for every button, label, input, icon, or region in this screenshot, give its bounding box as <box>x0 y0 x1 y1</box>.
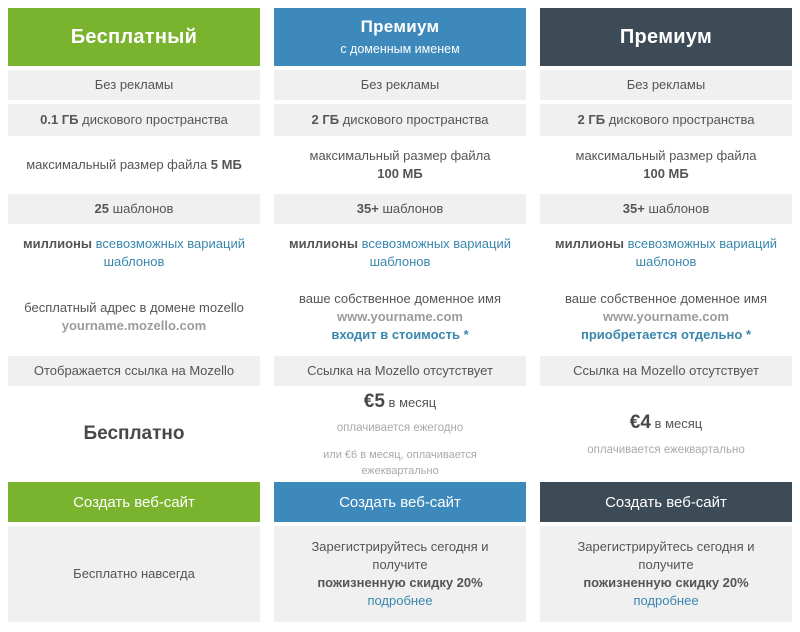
domain-name: yourname.mozello.com <box>61 318 207 333</box>
row-domain: ваше собственное доменное имя www.yourna… <box>274 282 526 352</box>
plan-subtitle: с доменным именем <box>340 42 460 57</box>
domain-desc: ваше собственное доменное имя <box>299 290 501 306</box>
row-max-file-size: максимальный размер файла 100 МБ <box>274 140 526 190</box>
row-no-ads: Без рекламы <box>8 70 260 100</box>
plan-header-free: Бесплатный <box>8 8 260 66</box>
plan-footer: Зарегистрируйтесь сегодня и получите пож… <box>540 526 792 622</box>
row-mozello-link: Ссылка на Mozello отсутствует <box>274 356 526 386</box>
filesize-amount: 100 МБ <box>643 166 689 181</box>
variations-text: всевозможных вариаций шаблонов <box>361 235 511 269</box>
row-domain: ваше собственное доменное имя www.yourna… <box>540 282 792 352</box>
footer-text: Зарегистрируйтесь сегодня и получите <box>577 538 755 572</box>
row-templates: 25 шаблонов <box>8 194 260 224</box>
domain-desc: ваше собственное доменное имя <box>565 290 767 306</box>
row-domain: бесплатный адрес в домене mozello yourna… <box>8 282 260 352</box>
create-website-label: Создать веб-сайт <box>605 493 727 511</box>
plan-footer: Бесплатно навсегда <box>8 526 260 622</box>
price-amount: €4 <box>629 412 651 434</box>
no-ads-text: Без рекламы <box>626 76 706 92</box>
variations-bold: миллионы <box>555 235 625 251</box>
row-disk-space: 2 ГБ дискового пространства <box>274 104 526 136</box>
templates-count: 35+ <box>622 200 645 216</box>
variations-text: всевозможных вариаций шаблонов <box>95 235 245 269</box>
plan-header-premium-domain: Премиум с доменным именем <box>274 8 526 66</box>
mozello-link-text: Отображается ссылка на Mozello <box>33 362 235 378</box>
create-website-label: Создать веб-сайт <box>73 493 195 511</box>
disk-amount: 0.1 ГБ <box>40 111 79 127</box>
disk-label: дискового пространства <box>82 111 228 127</box>
price-period: в месяц <box>654 416 703 432</box>
templates-count: 25 <box>94 200 110 216</box>
row-templates: 35+ шаблонов <box>274 194 526 224</box>
no-ads-text: Без рекламы <box>94 76 174 92</box>
domain-note: приобретается отдельно * <box>580 327 752 343</box>
filesize-label: максимальный размер файла <box>309 147 491 163</box>
templates-label: шаблонов <box>648 200 710 216</box>
footer-details-link[interactable]: подробнее <box>633 593 699 609</box>
row-price: €4 в месяц оплачивается ежеквартально <box>540 390 792 478</box>
footer-text: Зарегистрируйтесь сегодня и получите <box>311 538 489 572</box>
variations-text: всевозможных вариаций шаблонов <box>627 235 777 269</box>
price-amount: €5 <box>363 390 385 412</box>
footer-discount: пожизненную скидку 20% <box>317 575 483 590</box>
disk-amount: 2 ГБ <box>577 111 606 127</box>
disk-label: дискового пространства <box>608 111 755 127</box>
filesize-label: максимальный размер файла <box>575 147 757 163</box>
templates-count: 35+ <box>356 200 379 216</box>
domain-name: www.yourname.com <box>337 308 463 324</box>
price-alt-note: или €6 в месяц, оплачивается ежекварталь… <box>323 449 477 477</box>
variations-bold: миллионы <box>23 235 93 251</box>
domain-name: www.yourname.com <box>603 308 729 324</box>
create-website-button[interactable]: Создать веб-сайт <box>8 482 260 522</box>
price-period: в месяц <box>388 394 437 410</box>
row-max-file-size: максимальный размер файла 5 МБ <box>8 140 260 190</box>
variations-bold: миллионы <box>289 235 359 251</box>
templates-label: шаблонов <box>112 200 174 216</box>
templates-label: шаблонов <box>382 200 444 216</box>
domain-desc: бесплатный адрес в домене mozello <box>24 299 244 315</box>
footer-discount: пожизненную скидку 20% <box>583 575 749 590</box>
row-disk-space: 2 ГБ дискового пространства <box>540 104 792 136</box>
footer-text: Бесплатно навсегда <box>73 565 195 581</box>
row-template-variations: миллионы всевозможных вариаций шаблонов <box>8 228 260 278</box>
mozello-link-text: Ссылка на Mozello отсутствует <box>573 362 759 378</box>
row-mozello-link: Отображается ссылка на Mozello <box>8 356 260 386</box>
row-price: Бесплатно <box>8 390 260 478</box>
plan-title: Премиум <box>360 17 440 37</box>
row-mozello-link: Ссылка на Mozello отсутствует <box>540 356 792 386</box>
mozello-link-text: Ссылка на Mozello отсутствует <box>307 362 493 378</box>
disk-amount: 2 ГБ <box>311 111 340 127</box>
row-price: €5 в месяц оплачивается ежегодно или €6 … <box>274 390 526 478</box>
row-template-variations: миллионы всевозможных вариаций шаблонов <box>274 228 526 278</box>
no-ads-text: Без рекламы <box>360 76 440 92</box>
create-website-label: Создать веб-сайт <box>339 493 461 511</box>
create-website-button[interactable]: Создать веб-сайт <box>540 482 792 522</box>
row-max-file-size: максимальный размер файла 100 МБ <box>540 140 792 190</box>
filesize-amount: 5 МБ <box>210 156 242 172</box>
filesize-amount: 100 МБ <box>377 166 423 181</box>
plan-header-premium: Премиум <box>540 8 792 66</box>
price-billing-note: оплачивается ежеквартально <box>587 443 745 456</box>
footer-details-link[interactable]: подробнее <box>367 593 433 609</box>
plan-title: Бесплатный <box>70 26 198 48</box>
price-amount: Бесплатно <box>83 422 185 444</box>
price-billing-note: оплачивается ежегодно <box>336 422 464 435</box>
row-templates: 35+ шаблонов <box>540 194 792 224</box>
row-no-ads: Без рекламы <box>274 70 526 100</box>
domain-note: входит в стоимость * <box>331 327 469 343</box>
row-disk-space: 0.1 ГБ дискового пространства <box>8 104 260 136</box>
create-website-button[interactable]: Создать веб-сайт <box>274 482 526 522</box>
row-template-variations: миллионы всевозможных вариаций шаблонов <box>540 228 792 278</box>
disk-label: дискового пространства <box>342 111 489 127</box>
plan-footer: Зарегистрируйтесь сегодня и получите пож… <box>274 526 526 622</box>
filesize-label: максимальный размер файла <box>26 156 208 172</box>
plan-title: Премиум <box>619 26 713 48</box>
row-no-ads: Без рекламы <box>540 70 792 100</box>
